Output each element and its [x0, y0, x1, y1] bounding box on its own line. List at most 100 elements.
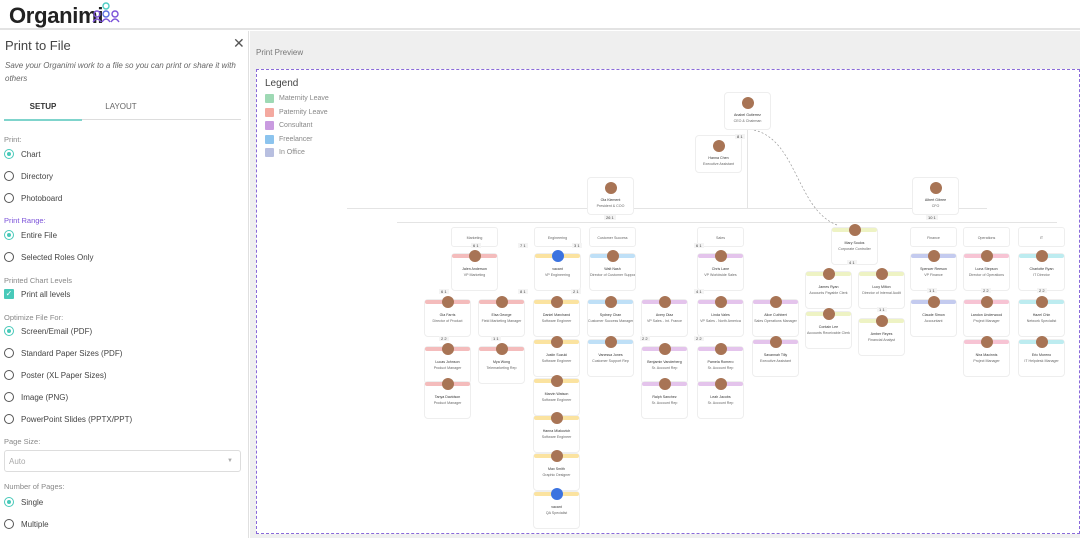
radio-selected-roles[interactable]: Selected Roles Only [4, 252, 93, 262]
person-card[interactable]: Chris Lane VP Worldwide Sales [697, 250, 744, 291]
person-card[interactable]: Landon Underwood Project Manager [963, 296, 1010, 337]
person-card[interactable]: Ralph Sanchez Sr. Account Rep [641, 378, 688, 419]
person-card[interactable]: Charlotte Ryan IT Director [1018, 250, 1065, 291]
person-card[interactable]: Sydney Chan Customer Success Manager [587, 296, 634, 337]
report-count-badge[interactable]: 2 1 [571, 289, 581, 294]
radio-chart[interactable]: Chart [4, 149, 41, 159]
report-count-badge[interactable]: 2 2 [439, 336, 449, 341]
person-role: VP Engineering [545, 273, 570, 277]
radio-standard-paper[interactable]: Standard Paper Sizes (PDF) [4, 348, 122, 358]
dept-box[interactable]: Engineering [534, 227, 581, 247]
tab-layout[interactable]: LAYOUT [105, 102, 137, 111]
person-role: Telemarketing Rep [486, 366, 517, 370]
report-count-badge[interactable]: 1 1 [491, 336, 501, 341]
person-card[interactable]: Hanna Chen Executive Assistant [695, 135, 742, 173]
person-card[interactable]: Albert Gibree CFO [912, 177, 959, 215]
radio-entire-file[interactable]: Entire File [4, 230, 57, 240]
person-card[interactable]: vacant QA Specialist [533, 488, 580, 529]
radio-image-png[interactable]: Image (PNG) [4, 392, 68, 402]
report-count-badge[interactable]: 2 2 [640, 336, 650, 341]
person-name: Daniel Marchand [542, 313, 571, 317]
person-card[interactable]: Lucy Milton Director of Internal Audit [858, 268, 905, 309]
radio-multiple[interactable]: Multiple [4, 519, 49, 529]
person-card[interactable]: Amber Reyes Financial Analyst [858, 315, 905, 356]
person-card[interactable]: Luna Stepson Director of Operations [963, 250, 1010, 291]
radio-photoboard[interactable]: Photoboard [4, 193, 62, 203]
report-count-badge[interactable]: 10 1 [926, 215, 938, 220]
person-card[interactable]: Elsa George Field Marketing Manager [478, 296, 525, 337]
report-count-badge[interactable]: 26 1 [604, 215, 616, 220]
report-count-badge[interactable]: 6 1 [439, 289, 449, 294]
report-count-badge[interactable]: 1 1 [927, 288, 937, 293]
report-count-badge[interactable]: 8 1 [518, 289, 528, 294]
person-card[interactable]: Alice Cuthbert Sales Operations Manager [752, 296, 799, 337]
radio-powerpoint[interactable]: PowerPoint Slides (PPTX/PPT) [4, 414, 132, 424]
person-card[interactable]: Avery Diaz VP Sales - Int. France [641, 296, 688, 337]
person-card[interactable]: Max Smith Graphic Designer [533, 450, 580, 491]
person-card[interactable]: Hazel Chin Network Specialist [1018, 296, 1065, 337]
person-card[interactable]: Contain Lee Accounts Receivable Clerk [805, 308, 852, 349]
connector [747, 126, 748, 208]
radio-screen-email[interactable]: Screen/Email (PDF) [4, 326, 92, 336]
person-card[interactable]: vacant VP Engineering [534, 250, 581, 291]
dept-box[interactable]: Marketing [451, 227, 498, 247]
person-name: Elsa George [491, 313, 512, 317]
person-card[interactable]: Jalen Anderson VP Marketing [451, 250, 498, 291]
page-size-select[interactable]: Auto ▼ [4, 450, 241, 472]
person-card[interactable]: Nira Macinnis Project Manager [963, 336, 1010, 377]
report-count-badge[interactable]: 8 1 [735, 134, 745, 139]
person-card[interactable]: Gia Farris Director of Product [424, 296, 471, 337]
radio-poster[interactable]: Poster (XL Paper Sizes) [4, 370, 107, 380]
person-card[interactable]: Linda Vales VP Sales - North America [697, 296, 744, 337]
person-card[interactable]: Marvin Watson Software Engineer [533, 375, 580, 416]
report-count-badge[interactable]: 3 1 [572, 243, 582, 248]
person-role: President & COO [596, 204, 625, 208]
person-name: Claude Simon [922, 313, 945, 317]
person-role: CEO & Chairman [733, 119, 762, 123]
person-card[interactable]: Mary Soulos Corporate Controller [831, 224, 878, 265]
radio-single[interactable]: Single [4, 497, 43, 507]
tab-setup[interactable]: SETUP [29, 102, 57, 111]
person-card[interactable]: Savannah Tilly Executive Assistant [752, 336, 799, 377]
person-name: James Ryan [818, 285, 839, 289]
report-count-badge[interactable]: 4 1 [847, 260, 857, 265]
report-count-badge[interactable]: 2 2 [1037, 288, 1047, 293]
person-card[interactable]: Benjamin Vanderberg Sr. Account Rep [641, 343, 688, 384]
legend-title: Legend [265, 78, 299, 89]
report-count-badge[interactable]: 7 1 [518, 243, 528, 248]
person-card[interactable]: Hanna Mlakovich Software Engineer [533, 412, 580, 453]
person-card[interactable]: Spencer Reeson VP Finance [910, 250, 957, 291]
person-card[interactable]: Vanessa Jones Customer Support Rep [587, 336, 634, 377]
avatar [441, 378, 454, 390]
person-card[interactable]: James Ryan Accounts Payable Clerk [805, 268, 852, 309]
person-card[interactable]: Pamela Romero Sr. Account Rep [697, 343, 744, 384]
person-card[interactable]: Anabel Gutierrez CEO & Chairman [724, 92, 771, 130]
close-icon[interactable]: ✕ [233, 35, 245, 51]
report-count-badge[interactable]: 4 1 [694, 289, 704, 294]
person-card[interactable]: Claude Simon Accountant [910, 296, 957, 337]
print-preview-area: Print Preview Legend Maternity Leave Pat… [250, 31, 1080, 538]
report-count-badge[interactable]: 2 2 [694, 336, 704, 341]
person-card[interactable]: Walt Nash Director of Customer Support [589, 250, 636, 291]
radio-directory[interactable]: Directory [4, 171, 53, 181]
dept-box[interactable]: Operations [963, 227, 1010, 247]
dept-box[interactable]: Sales [697, 227, 744, 247]
person-card[interactable]: Eric Moreno IT Helpdesk Manager [1018, 336, 1065, 377]
radio-icon [4, 230, 14, 240]
dept-box[interactable]: Customer Success [589, 227, 636, 247]
dept-box[interactable]: Finance [910, 227, 957, 247]
person-card[interactable]: Justin Suzuki Software Engineer [533, 336, 580, 377]
person-name: Sydney Chan [599, 313, 622, 317]
report-count-badge[interactable]: 6 1 [471, 243, 481, 248]
person-card[interactable]: Mya Wong Telemarketing Rep [478, 343, 525, 384]
person-card[interactable]: Ola Klement President & COO [587, 177, 634, 215]
person-card[interactable]: Daniel Marchand Software Engineer [533, 296, 580, 337]
person-card[interactable]: Leah Jacobs Sr. Account Rep [697, 378, 744, 419]
report-count-badge[interactable]: 6 1 [694, 243, 704, 248]
checkbox-print-all-levels[interactable]: ✓ Print all levels [4, 289, 70, 299]
report-count-badge[interactable]: 1 1 [877, 307, 887, 312]
person-card[interactable]: Tanya Davidson Product Manager [424, 378, 471, 419]
report-count-badge[interactable]: 2 2 [981, 288, 991, 293]
option-label: Print all levels [21, 289, 71, 299]
dept-box[interactable]: IT [1018, 227, 1065, 247]
